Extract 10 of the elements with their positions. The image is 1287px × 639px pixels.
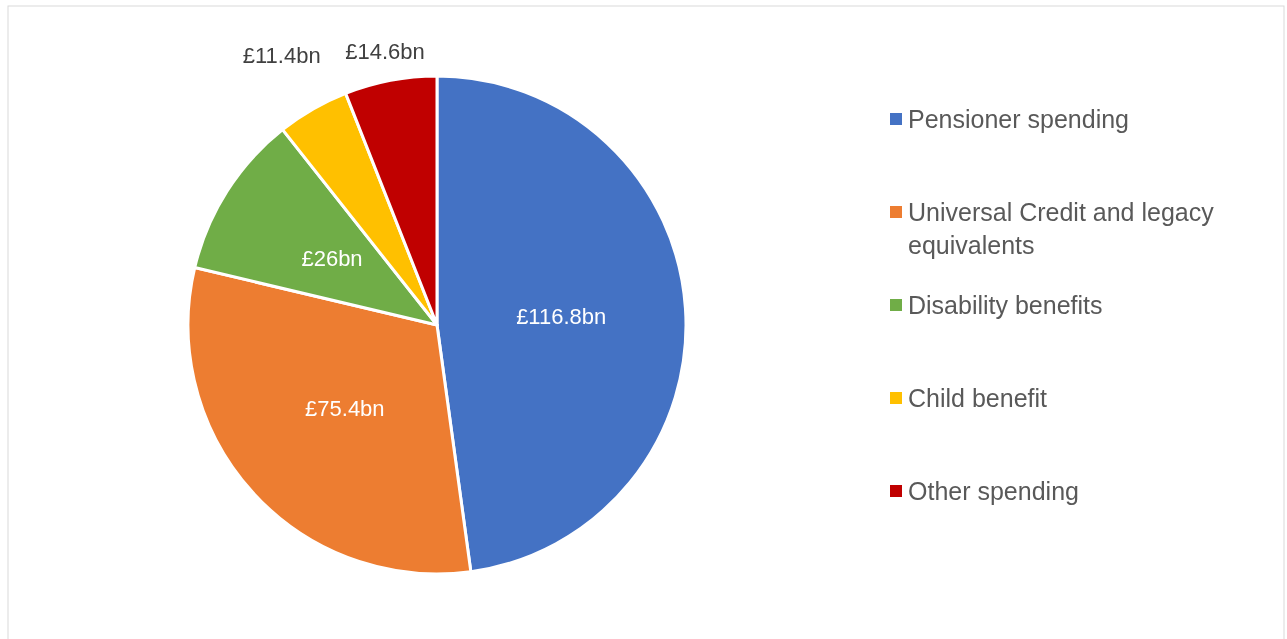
data-label: £75.4bn: [305, 396, 385, 422]
legend-label: Child benefit: [908, 384, 1048, 412]
data-label: £116.8bn: [516, 304, 607, 330]
data-label: £14.6bn: [345, 38, 425, 64]
data-label: £26bn: [301, 245, 363, 271]
data-label: £11.4bn: [242, 42, 321, 68]
legend-label: Universal Credit and legacy equivalents: [908, 198, 1215, 259]
legend-label: Other spending: [908, 477, 1079, 505]
legend-label: Disability benefits: [908, 291, 1103, 319]
legend-label: Pensioner spending: [908, 105, 1129, 133]
